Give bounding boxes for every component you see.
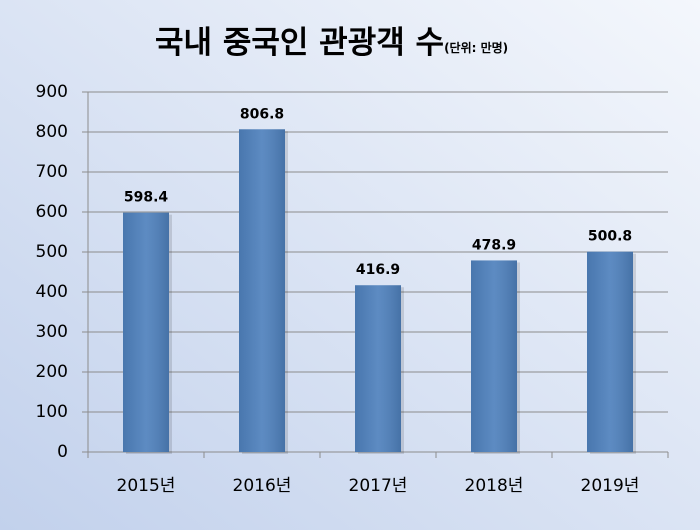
y-tick-label: 800 — [36, 122, 68, 142]
y-tick-label: 400 — [36, 282, 68, 302]
y-tick-label: 100 — [36, 402, 68, 422]
bar-shade — [123, 212, 169, 452]
y-tick-label: 500 — [36, 242, 68, 262]
y-tick-label: 300 — [36, 322, 68, 342]
subtitle: (단위: 만명) — [444, 40, 508, 55]
x-tick-label: 2017년 — [349, 476, 408, 496]
x-tick-label: 2018년 — [465, 476, 524, 496]
data-label: 806.8 — [240, 106, 284, 122]
chart-title: 국내 중국인 관광객 수(단위: 만명) — [155, 25, 508, 61]
y-tick-label: 900 — [36, 82, 68, 102]
bar-shade — [355, 285, 401, 452]
y-tick-label: 600 — [36, 202, 68, 222]
data-label: 478.9 — [472, 237, 516, 253]
data-label: 500.8 — [588, 229, 632, 245]
x-tick-label: 2015년 — [117, 476, 176, 496]
bar-shade — [587, 251, 633, 452]
y-tick-label: 200 — [36, 362, 68, 382]
data-label: 598.4 — [124, 190, 169, 206]
bar-shade — [239, 129, 285, 452]
x-tick-label: 2019년 — [581, 476, 640, 496]
title: 국내 중국인 관광객 수 — [155, 25, 444, 61]
y-tick-label: 700 — [36, 162, 68, 182]
y-tick-label: 0 — [57, 442, 68, 462]
x-tick-label: 2016년 — [233, 476, 292, 496]
bar-shade — [471, 260, 517, 452]
data-label: 416.9 — [356, 262, 400, 278]
